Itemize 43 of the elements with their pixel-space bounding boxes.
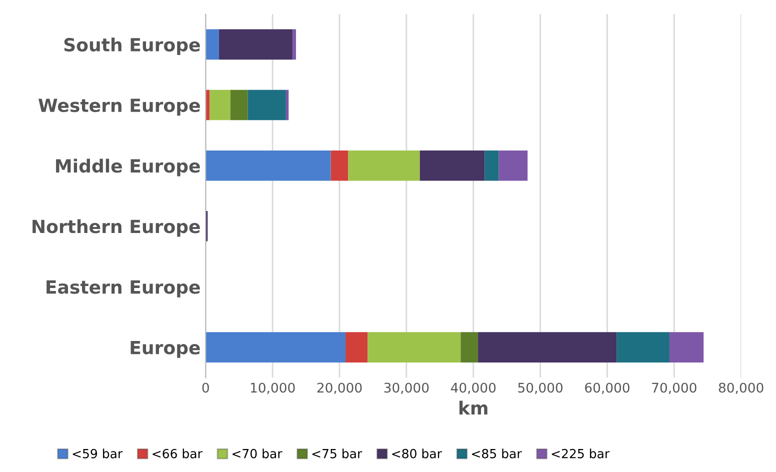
y-tick-label: Europe bbox=[130, 341, 200, 358]
x-tick-label: 10,000 bbox=[250, 382, 295, 394]
bar bbox=[420, 150, 485, 181]
y-tick-label: Northern Europe bbox=[32, 219, 200, 237]
bar bbox=[210, 90, 230, 120]
y-tick-label: South Europe bbox=[64, 38, 200, 56]
bar bbox=[286, 90, 289, 120]
legend-label: <66 bar bbox=[152, 448, 202, 458]
legend-label: <80 bar bbox=[392, 448, 442, 458]
bar bbox=[330, 150, 348, 181]
x-tick-label: 70,000 bbox=[652, 382, 696, 394]
legend-label: <85 bar bbox=[472, 448, 522, 458]
y-tick-label: Eastern Europe bbox=[46, 280, 200, 298]
bar bbox=[478, 332, 617, 362]
y-tick-label: Middle Europe bbox=[56, 158, 200, 176]
x-tick-label: 80,000 bbox=[718, 382, 764, 394]
x-tick-label: 60,000 bbox=[585, 382, 630, 394]
bar bbox=[346, 332, 368, 362]
x-tick-label: 40,000 bbox=[450, 382, 496, 394]
x-tick-label: 30,000 bbox=[384, 382, 429, 394]
x-axis-title: km bbox=[459, 400, 488, 415]
bar bbox=[292, 29, 296, 60]
bar bbox=[669, 332, 704, 362]
x-tick-label: 0 bbox=[202, 382, 209, 393]
bar bbox=[616, 332, 670, 362]
bar bbox=[206, 29, 220, 60]
bar bbox=[219, 29, 293, 60]
bar bbox=[460, 332, 478, 362]
y-tick-label: Western Europe bbox=[38, 98, 200, 116]
bar bbox=[484, 150, 499, 181]
x-tick-label: 50,000 bbox=[518, 382, 562, 394]
legend-label: <225 bar bbox=[552, 448, 610, 458]
bar bbox=[206, 332, 346, 362]
legend-label: <59 bar bbox=[72, 448, 123, 458]
legend-label: <75 bar bbox=[312, 448, 362, 458]
bar bbox=[230, 90, 248, 120]
bar bbox=[368, 332, 461, 362]
bar bbox=[206, 150, 331, 181]
bar bbox=[248, 90, 286, 120]
legend-label: <70 bar bbox=[232, 448, 282, 458]
bar bbox=[348, 150, 420, 181]
x-tick-label: 20,000 bbox=[317, 382, 362, 394]
bar bbox=[498, 150, 528, 181]
